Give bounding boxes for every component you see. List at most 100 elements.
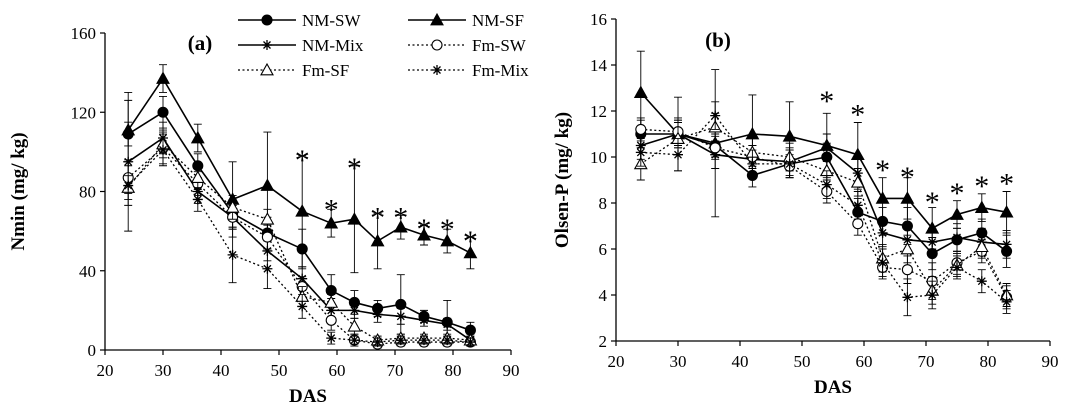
data-point xyxy=(927,237,938,248)
data-point xyxy=(395,335,406,346)
x-tick-label: 80 xyxy=(980,352,997,371)
data-point xyxy=(349,305,360,316)
legend-marker xyxy=(430,12,444,26)
legend-label: Fm-SF xyxy=(302,61,349,80)
legend-label: NM-SW xyxy=(302,11,362,30)
x-tick-label: 90 xyxy=(503,361,520,380)
data-point xyxy=(465,337,476,348)
data-point xyxy=(190,170,205,183)
data-point xyxy=(192,194,203,205)
legend-item: NM-SW xyxy=(238,11,362,30)
data-point xyxy=(875,191,890,204)
significance-star: * xyxy=(850,99,865,132)
x-tick-label: 70 xyxy=(387,361,404,380)
legend-marker xyxy=(260,62,274,76)
data-point xyxy=(417,227,431,241)
data-point xyxy=(442,335,453,346)
x-tick-label: 80 xyxy=(445,361,462,380)
legend-label: NM-Mix xyxy=(302,36,364,55)
panel-a-nmin-chart: 0 40 80 120 160 20 30 40 50 60 70 80 90 DAS Nmin (mg/ … xyxy=(8,11,529,407)
data-point xyxy=(156,71,170,84)
x-tick-label: 60 xyxy=(329,361,346,380)
data-point xyxy=(974,239,989,253)
data-point xyxy=(999,205,1014,218)
significance-star: * xyxy=(440,213,455,246)
data-point xyxy=(227,249,238,260)
data-point xyxy=(395,311,406,322)
data-point xyxy=(635,147,646,158)
legend-label: Fm-Mix xyxy=(472,61,529,80)
x-tick-label: 30 xyxy=(670,352,687,371)
x-tick-label: 40 xyxy=(213,361,230,380)
significance-star: * xyxy=(393,201,408,234)
data-point xyxy=(952,232,962,243)
data-point xyxy=(295,204,310,217)
series-nm-sf xyxy=(121,64,478,274)
x-axis-title: DAS xyxy=(814,377,852,398)
y-tick-label: 2 xyxy=(599,332,608,351)
x-tick-label: 20 xyxy=(608,352,625,371)
x-tick-label: 70 xyxy=(918,352,935,371)
y-tick-label: 16 xyxy=(590,10,607,29)
data-point xyxy=(347,319,362,332)
data-point xyxy=(419,335,429,346)
data-point xyxy=(123,180,134,191)
y-tick-label: 10 xyxy=(590,148,607,167)
data-point xyxy=(262,263,273,274)
data-point xyxy=(974,200,989,213)
data-point xyxy=(900,191,915,204)
significance-star: * xyxy=(463,225,478,258)
data-point xyxy=(297,301,308,312)
data-point xyxy=(877,257,888,268)
series-fm-mix xyxy=(123,133,476,348)
data-point xyxy=(325,314,337,326)
x-tick-label: 90 xyxy=(1042,352,1059,371)
data-point xyxy=(347,212,362,225)
y-tick-label: 120 xyxy=(71,103,97,122)
significance-star: * xyxy=(875,154,890,187)
x-tick-label: 30 xyxy=(155,361,172,380)
data-point xyxy=(440,233,455,247)
significance-star: * xyxy=(900,161,915,194)
significance-star: * xyxy=(370,201,385,234)
data-point xyxy=(747,158,758,169)
significance-star: * xyxy=(925,186,940,219)
data-point xyxy=(782,129,797,142)
legend: NM-SW NM-SF NM-Mix Fm-SW Fm-SF Fm-Mix xyxy=(238,11,529,80)
data-point xyxy=(927,290,938,300)
y-tick-label: 14 xyxy=(590,56,608,75)
data-point xyxy=(1001,239,1012,250)
data-point xyxy=(225,200,240,213)
legend-item: Fm-SF xyxy=(238,61,349,80)
data-point xyxy=(821,179,832,190)
y-tick-label: 6 xyxy=(599,240,608,259)
y-tick-label: 0 xyxy=(88,341,97,360)
data-point xyxy=(852,200,863,211)
y-tick-label: 4 xyxy=(599,286,608,305)
legend-item: NM-Mix xyxy=(238,36,364,55)
legend-item: Fm-SW xyxy=(408,36,527,55)
x-tick-label: 50 xyxy=(271,361,288,380)
data-point xyxy=(635,123,647,135)
legend-marker xyxy=(261,14,273,26)
legend-label: NM-SF xyxy=(472,11,524,30)
y-tick-label: 80 xyxy=(79,183,96,202)
x-axis-title: DAS xyxy=(289,386,327,407)
significance-star: * xyxy=(295,144,310,177)
data-point xyxy=(976,276,987,287)
legend-item: NM-SF xyxy=(408,11,524,30)
data-point xyxy=(349,335,360,346)
significance-star: * xyxy=(324,193,339,226)
y-axis-title: Olsen-P (mg/ kg) xyxy=(552,112,573,248)
series-fm-mix xyxy=(635,101,1012,317)
y-tick-label: 12 xyxy=(590,102,607,121)
y-tick-label: 160 xyxy=(71,24,97,43)
panel-b-olsen-p-chart: 2 4 6 8 10 12 14 16 20 30 40 50 60 70 80 90 DAS Olsen-P (… xyxy=(552,10,1059,398)
data-point xyxy=(261,231,273,243)
data-point xyxy=(325,285,337,297)
data-point xyxy=(260,212,275,225)
legend-marker xyxy=(262,40,272,50)
data-point xyxy=(157,106,169,118)
data-point xyxy=(395,298,407,310)
